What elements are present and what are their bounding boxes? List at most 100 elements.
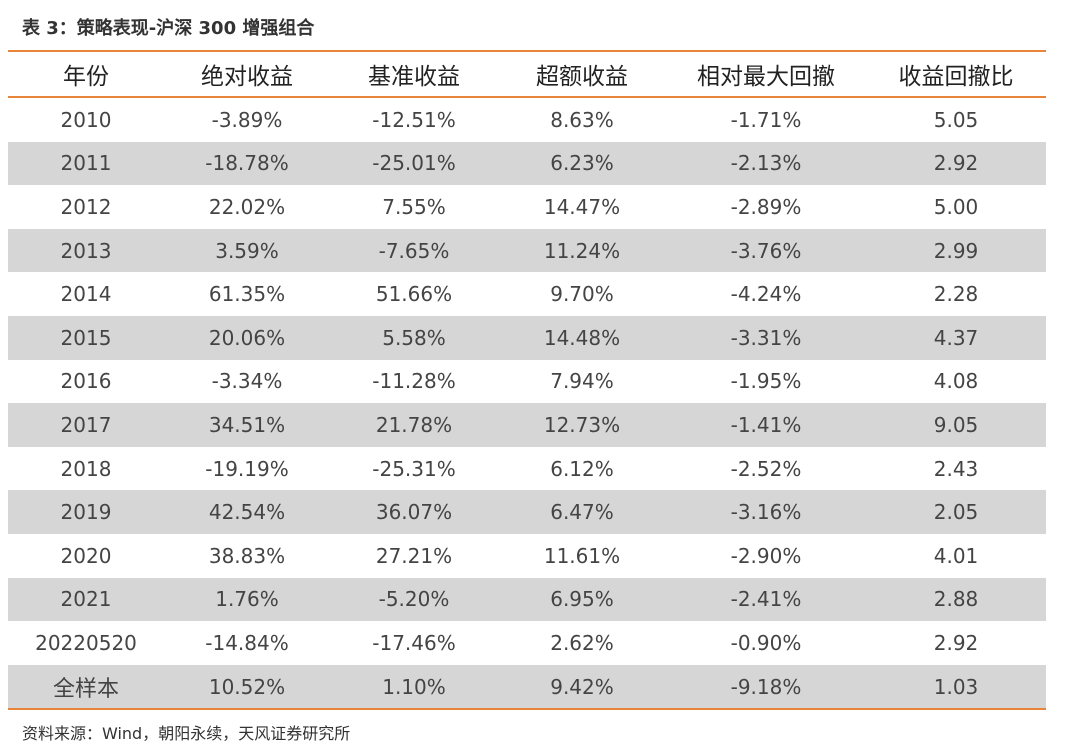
header-max-relative-drawdown: 相对最大回撤 xyxy=(697,64,835,90)
cell-max-relative-drawdown: -1.41% xyxy=(730,412,802,437)
cell-excess-return: 6.95% xyxy=(550,587,614,612)
table-row: 2015 20.06% 5.58% 14.48% -3.31% 4.37 xyxy=(8,315,1046,360)
table-header-row: 年份 绝对收益 基准收益 超额收益 相对最大回撤 收益回撤比 xyxy=(8,52,1046,96)
cell-year: 2018 xyxy=(60,456,112,481)
table-row: 2016 -3.34% -11.28% 7.94% -1.95% 4.08 xyxy=(8,360,1046,404)
table-row: 2011 -18.78% -25.01% 6.23% -2.13% 2.92 xyxy=(8,141,1046,186)
cell-absolute-return: 38.83% xyxy=(208,543,286,568)
cell-return-drawdown-ratio: 5.05 xyxy=(933,107,979,132)
cell-excess-return: 2.62% xyxy=(550,630,614,655)
table-row: 2013 3.59% -7.65% 11.24% -3.76% 2.99 xyxy=(8,228,1046,273)
cell-year: 2017 xyxy=(60,412,112,437)
cell-benchmark-return: -12.51% xyxy=(372,107,456,132)
cell-max-relative-drawdown: -4.24% xyxy=(730,282,802,307)
header-benchmark-return: 基准收益 xyxy=(368,64,460,90)
cell-year: 2010 xyxy=(60,107,112,132)
header-year: 年份 xyxy=(63,64,109,90)
cell-max-relative-drawdown: -3.76% xyxy=(730,238,802,263)
table-row: 2014 61.35% 51.66% 9.70% -4.24% 2.28 xyxy=(8,272,1046,316)
cell-excess-return: 9.42% xyxy=(550,674,614,699)
cell-return-drawdown-ratio: 5.00 xyxy=(933,194,979,219)
cell-absolute-return: -19.19% xyxy=(205,456,289,481)
cell-absolute-return: 22.02% xyxy=(208,194,286,219)
table-row: 2021 1.76% -5.20% 6.95% -2.41% 2.88 xyxy=(8,577,1046,622)
cell-excess-return: 14.48% xyxy=(543,325,621,350)
cell-benchmark-return: 7.55% xyxy=(382,194,446,219)
cell-absolute-return: 20.06% xyxy=(208,325,286,350)
header-excess-return: 超额收益 xyxy=(536,64,628,90)
cell-max-relative-drawdown: -0.90% xyxy=(730,630,802,655)
cell-excess-return: 8.63% xyxy=(550,107,614,132)
cell-year: 2021 xyxy=(60,587,112,612)
cell-max-relative-drawdown: -1.71% xyxy=(730,107,802,132)
cell-benchmark-return: -7.65% xyxy=(378,238,450,263)
cell-benchmark-return: 51.66% xyxy=(375,282,453,307)
cell-benchmark-return: -5.20% xyxy=(378,587,450,612)
cell-benchmark-return: -17.46% xyxy=(372,630,456,655)
cell-return-drawdown-ratio: 2.88 xyxy=(933,587,979,612)
cell-return-drawdown-ratio: 9.05 xyxy=(933,412,979,437)
cell-max-relative-drawdown: -2.41% xyxy=(730,587,802,612)
cell-return-drawdown-ratio: 4.01 xyxy=(933,543,979,568)
cell-year: 全样本 xyxy=(52,676,119,702)
performance-table: 年份 绝对收益 基准收益 超额收益 相对最大回撤 收益回撤比 2010 -3.89… xyxy=(8,50,1046,711)
cell-return-drawdown-ratio: 2.92 xyxy=(933,151,979,176)
cell-absolute-return: 61.35% xyxy=(208,282,286,307)
header-return-drawdown-ratio: 收益回撤比 xyxy=(898,64,1014,90)
cell-absolute-return: -3.89% xyxy=(211,107,283,132)
cell-absolute-return: 34.51% xyxy=(208,412,286,437)
cell-excess-return: 11.61% xyxy=(543,543,621,568)
cell-max-relative-drawdown: -1.95% xyxy=(730,369,802,394)
cell-benchmark-return: -25.31% xyxy=(372,456,456,481)
cell-excess-return: 6.12% xyxy=(550,456,614,481)
cell-year: 2011 xyxy=(60,151,112,176)
table-row: 2010 -3.89% -12.51% 8.63% -1.71% 5.05 xyxy=(8,98,1046,142)
cell-return-drawdown-ratio: 2.43 xyxy=(933,456,979,481)
cell-absolute-return: -14.84% xyxy=(205,630,289,655)
cell-year: 2016 xyxy=(60,369,112,394)
cell-excess-return: 6.23% xyxy=(550,151,614,176)
table-row: 2017 34.51% 21.78% 12.73% -1.41% 9.05 xyxy=(8,403,1046,447)
cell-benchmark-return: -11.28% xyxy=(372,369,456,394)
cell-absolute-return: -18.78% xyxy=(205,151,289,176)
cell-excess-return: 11.24% xyxy=(543,238,621,263)
cell-excess-return: 6.47% xyxy=(550,500,614,525)
table-title: 表 3：策略表现-沪深 300 增强组合 xyxy=(22,18,315,39)
cell-benchmark-return: 1.10% xyxy=(382,674,446,699)
cell-return-drawdown-ratio: 2.28 xyxy=(933,282,979,307)
cell-year: 2019 xyxy=(60,500,112,525)
cell-year: 2012 xyxy=(60,194,112,219)
source-note: 资料来源：Wind，朝阳永续，天风证券研究所 xyxy=(22,724,351,743)
table-top-rule xyxy=(8,50,1046,52)
cell-excess-return: 7.94% xyxy=(550,369,614,394)
cell-excess-return: 9.70% xyxy=(550,282,614,307)
cell-year: 2014 xyxy=(60,282,112,307)
cell-return-drawdown-ratio: 2.92 xyxy=(933,630,979,655)
cell-return-drawdown-ratio: 2.99 xyxy=(933,238,979,263)
table-row: 2012 22.02% 7.55% 14.47% -2.89% 5.00 xyxy=(8,185,1046,229)
table-bottom-rule xyxy=(8,708,1046,711)
cell-excess-return: 12.73% xyxy=(543,412,621,437)
cell-max-relative-drawdown: -9.18% xyxy=(730,674,802,699)
cell-max-relative-drawdown: -3.16% xyxy=(730,500,802,525)
table-row: 20220520 -14.84% -17.46% 2.62% -0.90% 2.92 xyxy=(8,621,1046,665)
cell-return-drawdown-ratio: 4.08 xyxy=(933,369,979,394)
table-row: 全样本 10.52% 1.10% 9.42% -9.18% 1.03 xyxy=(8,664,1046,709)
cell-excess-return: 14.47% xyxy=(543,194,621,219)
cell-benchmark-return: -25.01% xyxy=(372,151,456,176)
table-row: 2019 42.54% 36.07% 6.47% -3.16% 2.05 xyxy=(8,490,1046,534)
cell-year: 20220520 xyxy=(35,630,137,655)
cell-absolute-return: 1.76% xyxy=(215,587,279,612)
cell-benchmark-return: 21.78% xyxy=(375,412,453,437)
table-row: 2020 38.83% 27.21% 11.61% -2.90% 4.01 xyxy=(8,534,1046,578)
cell-year: 2015 xyxy=(60,325,112,350)
cell-absolute-return: 42.54% xyxy=(208,500,286,525)
cell-max-relative-drawdown: -2.52% xyxy=(730,456,802,481)
table-body: 2010 -3.89% -12.51% 8.63% -1.71% 5.05 2011 -18.… xyxy=(8,98,1046,709)
cell-max-relative-drawdown: -2.90% xyxy=(730,543,802,568)
cell-benchmark-return: 36.07% xyxy=(375,500,453,525)
cell-return-drawdown-ratio: 1.03 xyxy=(933,674,979,699)
cell-max-relative-drawdown: -3.31% xyxy=(730,325,802,350)
cell-year: 2013 xyxy=(60,238,112,263)
cell-return-drawdown-ratio: 4.37 xyxy=(933,325,979,350)
